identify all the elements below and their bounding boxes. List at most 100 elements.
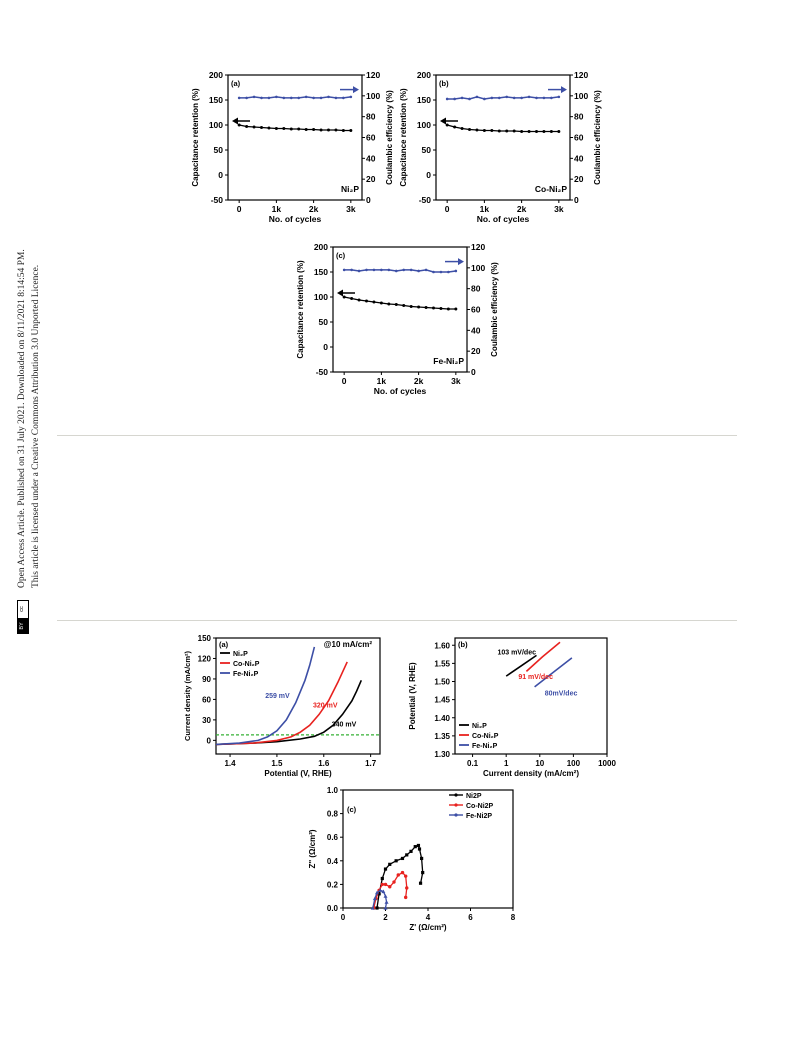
y-left-tick-label: 0 <box>218 170 223 180</box>
legend-label-1: Co-Ni₂P <box>472 733 499 740</box>
x-tick-label: 1.7 <box>365 759 377 768</box>
retention-point <box>297 127 301 131</box>
retention-point <box>394 303 398 306</box>
efficiency-point <box>245 96 248 100</box>
retention-point <box>349 129 353 132</box>
y-tick-label: 0.6 <box>327 833 339 842</box>
retention-point <box>319 128 323 132</box>
retention-point <box>535 130 538 133</box>
data-point-0 <box>416 843 421 848</box>
retention-line <box>447 124 559 133</box>
efficiency-point <box>445 97 449 101</box>
data-point-0 <box>417 847 422 851</box>
series-line-2 <box>215 646 316 746</box>
x-tick-label: 1k <box>377 376 387 386</box>
data-point-0 <box>400 856 405 861</box>
data-point-1 <box>392 880 396 884</box>
y-tick-label: 1.60 <box>434 641 450 650</box>
efficiency-point <box>342 268 346 272</box>
efficiency-point <box>327 95 330 99</box>
y-left-tick-label: 50 <box>422 145 432 155</box>
retention-point <box>557 130 561 133</box>
rule-top <box>57 435 737 436</box>
y-tick-label: 120 <box>198 654 212 663</box>
data-point-0 <box>377 892 381 896</box>
retention-point <box>542 130 546 133</box>
license-line-2: This article is licensed under a Creativ… <box>31 264 41 588</box>
plot-frame <box>454 637 608 755</box>
y-tick-label: 60 <box>202 695 211 704</box>
y-left-tick-label: 50 <box>319 317 329 327</box>
efficiency-point <box>512 96 516 100</box>
legend-label-2: Fe-Ni₂P <box>472 743 498 750</box>
panel-letter: (c) <box>336 251 346 260</box>
y-left-axis-label: Capacitance retention (%) <box>296 260 305 359</box>
data-point-2 <box>372 896 377 901</box>
cc-by-badge[interactable]: cc BY <box>17 600 29 634</box>
legend-marker-0 <box>454 793 458 797</box>
x-tick-label: 0 <box>342 376 347 386</box>
efficiency-point <box>475 95 479 99</box>
retention-point <box>468 128 471 131</box>
panel-letter: (a) <box>219 640 229 649</box>
right-axis-arrow-head <box>458 258 464 266</box>
retention-point <box>460 127 464 130</box>
plot-frame <box>227 74 363 201</box>
efficiency-point <box>447 270 450 274</box>
retention-point <box>274 127 278 130</box>
efficiency-point <box>380 268 383 272</box>
retention-point <box>372 300 376 304</box>
y-tick-label: 1.30 <box>434 750 450 759</box>
retention-point <box>387 302 391 306</box>
y-left-tick-label: 150 <box>314 267 328 277</box>
y-left-tick-label: 0 <box>323 342 328 352</box>
retention-line <box>239 124 351 132</box>
efficiency-point <box>520 96 523 100</box>
x-tick-label: 100 <box>567 759 581 768</box>
y-left-tick-label: 50 <box>214 145 224 155</box>
efficiency-point <box>394 269 398 273</box>
efficiency-point <box>357 269 361 273</box>
efficiency-point <box>365 268 368 272</box>
y-right-tick-label: 100 <box>471 263 485 273</box>
retention-point <box>482 129 486 132</box>
retention-point <box>282 127 286 130</box>
left-axis-arrow-head <box>337 289 343 297</box>
y-tick-label: 1.55 <box>434 659 450 668</box>
efficiency-point <box>432 270 435 274</box>
data-point-0 <box>420 856 424 861</box>
efficiency-point <box>497 96 501 100</box>
efficiency-point <box>460 96 464 100</box>
y-axis-label: Z'' (Ω/cm²) <box>308 829 317 868</box>
data-point-1 <box>403 895 408 900</box>
y-tick-label: 1.45 <box>434 696 450 705</box>
by-badge-label: BY <box>19 622 25 630</box>
efficiency-point <box>342 96 345 100</box>
retention-point <box>402 304 406 307</box>
retention-point <box>454 307 458 311</box>
efficiency-point <box>535 96 538 100</box>
x-tick-label: 2k <box>309 204 319 214</box>
retention-point <box>267 126 271 130</box>
efficiency-point <box>252 95 256 99</box>
sample-label: Co-Ni₂P <box>535 184 567 194</box>
data-point-0 <box>405 853 409 857</box>
y-right-tick-label: 60 <box>366 133 376 143</box>
efficiency-point <box>349 95 353 99</box>
x-tick-label: 1 <box>504 759 509 768</box>
data-point-1 <box>396 873 400 877</box>
retention-point <box>365 299 368 303</box>
x-tick-label: 1k <box>272 204 282 214</box>
efficiency-point <box>275 95 278 99</box>
rule-bottom <box>57 620 737 621</box>
data-point-0 <box>418 881 423 885</box>
efficiency-point <box>505 95 509 99</box>
y-right-tick-label: 20 <box>366 174 376 184</box>
y-left-tick-label: -50 <box>419 195 432 205</box>
y-right-tick-label: 40 <box>366 153 376 163</box>
retention-point <box>520 130 524 133</box>
slope-label-fe: 80mV/dec <box>545 690 578 697</box>
y-tick-label: 0.8 <box>327 810 339 819</box>
